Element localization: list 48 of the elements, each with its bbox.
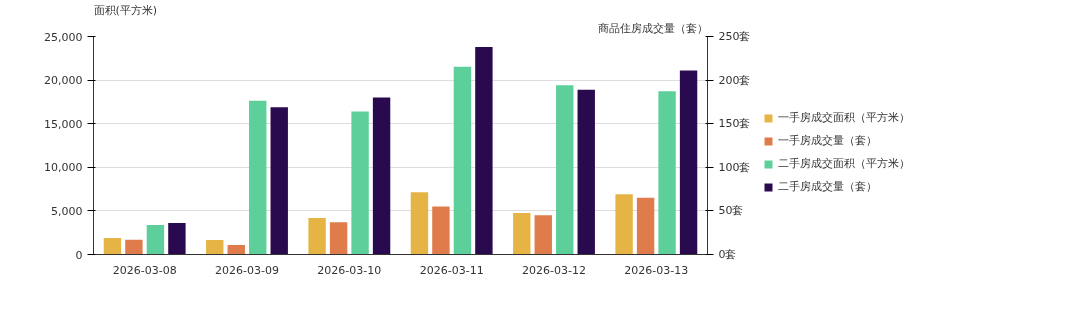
x-tick-label: 2026-03-11 (419, 263, 484, 277)
x-tick-label: 2026-03-08 (112, 263, 177, 277)
y-tick-label: 5,000 (51, 204, 83, 218)
bar (146, 225, 165, 255)
bar (513, 213, 531, 255)
y-tick-label: 20,000 (44, 74, 83, 88)
bar (615, 194, 633, 255)
x-tick-label: 2026-03-12 (522, 263, 586, 277)
y2-tick-label: 200套 (718, 73, 751, 87)
legend-label: 二手房成交量（套） (778, 179, 878, 194)
y-tick-label: 0 (75, 248, 83, 262)
bar (534, 215, 552, 255)
y-tick-label: 15,000 (44, 117, 83, 131)
bar (475, 46, 493, 255)
bar (577, 89, 595, 255)
y2-tick-label: 100套 (718, 160, 751, 174)
legend-label: 一手房成交量（套） (778, 133, 878, 148)
bar (636, 197, 655, 255)
y-tick-label: 25,000 (44, 30, 83, 44)
bar (206, 239, 224, 255)
x-tick-label: 2026-03-13 (624, 263, 689, 277)
bar (432, 206, 450, 255)
bar (249, 100, 267, 255)
bar (351, 111, 369, 255)
y-tick-label: 10,000 (44, 161, 83, 175)
bar (168, 223, 186, 255)
y2-tick-label: 50套 (718, 204, 744, 218)
y2-tick-label: 250套 (718, 30, 751, 43)
bar (308, 218, 326, 255)
bar (679, 70, 698, 255)
y2-tick-label: 150套 (718, 117, 751, 131)
legend-label: 二手房成交面积（平方米） (778, 156, 911, 171)
x-tick-label: 2026-03-10 (317, 263, 382, 277)
bar (453, 66, 472, 255)
legend-label: 一手房成交面积（平方米） (778, 110, 911, 125)
bar (125, 239, 143, 255)
bar (658, 91, 676, 255)
bar (372, 97, 391, 255)
x-tick-label: 2026-03-09 (215, 263, 279, 277)
bar (103, 237, 122, 255)
bar (227, 244, 245, 255)
bar (410, 192, 429, 255)
bar (270, 107, 288, 255)
y2-tick-label: 0套 (718, 248, 737, 261)
y2-axis-title: 商品住房成交量（套） (597, 21, 708, 35)
bar (556, 85, 574, 255)
bar (329, 222, 348, 255)
y-axis-title: 面积(平方米) (93, 3, 158, 17)
